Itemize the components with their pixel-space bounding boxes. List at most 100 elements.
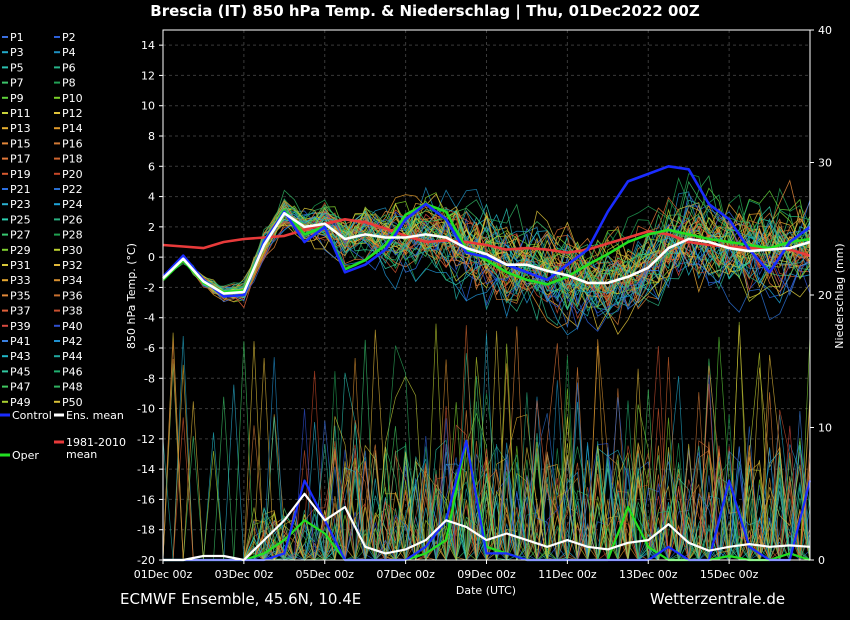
- x-tick-label: 01Dec 00z: [134, 568, 193, 581]
- y-tick-label: 4: [148, 191, 155, 204]
- y-tick-label: -16: [137, 493, 155, 506]
- legend-item-label: P36: [62, 289, 83, 302]
- legend-item-label: P27: [10, 229, 31, 242]
- legend-clim-label-2: mean: [66, 448, 97, 461]
- legend-item-label: P31: [10, 259, 31, 272]
- legend-item-label: P45: [10, 365, 31, 378]
- legend-item-label: P14: [62, 122, 83, 135]
- y-tick-label: -6: [144, 342, 155, 355]
- ensemble-member-temp-line: [162, 207, 811, 299]
- legend-item-label: P8: [62, 77, 76, 90]
- x-tick-label: 07Dec 00z: [376, 568, 435, 581]
- legend-control-label: Control: [12, 409, 52, 422]
- x-tick-label: 11Dec 00z: [538, 568, 597, 581]
- legend-item-label: P29: [10, 244, 31, 257]
- legend-item-label: P19: [10, 168, 31, 181]
- footer-source: ECMWF Ensemble, 45.6N, 10.4E: [120, 590, 362, 608]
- legend-item-label: P40: [62, 320, 83, 333]
- legend-item-label: P48: [62, 381, 83, 394]
- axes: 14121086420-2-4-6-8-10-12-14-16-18-20403…: [134, 24, 832, 581]
- y-right-tick-label: 40: [818, 24, 832, 37]
- legend-oper-label: Oper: [12, 449, 39, 462]
- y-tick-label: -18: [137, 524, 155, 537]
- legend-item-label: P2: [62, 31, 76, 44]
- y-tick-label: 14: [141, 39, 155, 52]
- y-tick-label: -20: [137, 554, 155, 567]
- legend-item-label: P25: [10, 213, 31, 226]
- y-tick-label: 2: [148, 221, 155, 234]
- legend-item-label: P7: [10, 77, 24, 90]
- legend-item-label: P12: [62, 107, 83, 120]
- legend-item-label: P21: [10, 183, 31, 196]
- legend-item-label: P34: [62, 274, 83, 287]
- legend-item-label: P43: [10, 350, 31, 363]
- x-tick-label: 15Dec 00z: [700, 568, 759, 581]
- legend-item-label: P23: [10, 198, 31, 211]
- y-tick-label: -2: [144, 281, 155, 294]
- y-tick-label: -14: [137, 463, 155, 476]
- x-axis-label: Date (UTC): [456, 584, 516, 597]
- legend-item-label: P49: [10, 396, 31, 409]
- legend-item-label: P32: [62, 259, 83, 272]
- x-tick-label: 05Dec 00z: [295, 568, 354, 581]
- legend-item-label: P28: [62, 229, 83, 242]
- legend-item-label: P18: [62, 153, 83, 166]
- legend-mean-label: Ens. mean: [66, 409, 124, 422]
- legend-item-label: P44: [62, 350, 83, 363]
- y-tick-label: 0: [148, 251, 155, 264]
- chart-title: Brescia (IT) 850 hPa Temp. & Niederschla…: [150, 2, 700, 20]
- legend-item-label: P10: [62, 92, 83, 105]
- legend: P1 P2 P3 P4 P5 P6 P7 P8 P9 P10 P11 P12 P13 P14 P15 P16 P…: [0, 31, 126, 462]
- y-tick-label: -8: [144, 372, 155, 385]
- y-tick-label: -4: [144, 312, 155, 325]
- ensemble-member-temp-line: [162, 175, 811, 294]
- legend-item-label: P5: [10, 61, 24, 74]
- legend-item-label: P16: [62, 137, 83, 150]
- y-tick-label: -12: [137, 433, 155, 446]
- y-right-tick-label: 0: [818, 554, 825, 567]
- legend-item-label: P22: [62, 183, 83, 196]
- legend-item-label: P26: [62, 213, 83, 226]
- legend-item-label: P30: [62, 244, 83, 257]
- mean-precip-line: [163, 492, 811, 562]
- y-tick-label: 8: [148, 130, 155, 143]
- legend-item-label: P41: [10, 335, 31, 348]
- legend-item-label: P1: [10, 31, 24, 44]
- legend-item-label: P13: [10, 122, 31, 135]
- legend-item-label: P35: [10, 289, 31, 302]
- legend-item-label: P24: [62, 198, 83, 211]
- legend-item-label: P47: [10, 381, 31, 394]
- x-tick-label: 09Dec 00z: [457, 568, 516, 581]
- x-tick-label: 13Dec 00z: [619, 568, 678, 581]
- legend-item-label: P20: [62, 168, 83, 181]
- legend-item-label: P17: [10, 153, 31, 166]
- legend-item-label: P39: [10, 320, 31, 333]
- legend-item-label: P37: [10, 305, 31, 318]
- footer-site: Wetterzentrale.de: [650, 590, 786, 608]
- legend-item-label: P11: [10, 107, 31, 120]
- legend-item-label: P38: [62, 305, 83, 318]
- y-tick-label: 12: [141, 69, 155, 82]
- ensemble-member-precip-line: [163, 425, 810, 561]
- y-axis-right-label: Niederschlag (mm): [833, 243, 846, 348]
- ensemble-member-temp-line: [162, 211, 811, 331]
- x-tick-label: 03Dec 00z: [215, 568, 274, 581]
- legend-item-label: P50: [62, 396, 83, 409]
- legend-item-label: P4: [62, 46, 76, 59]
- legend-item-label: P42: [62, 335, 83, 348]
- y-right-tick-label: 30: [818, 157, 832, 170]
- y-axis-label: 850 hPa Temp. (°C): [125, 243, 138, 349]
- mean-temp-line: [162, 211, 811, 295]
- control-temp-line: [162, 165, 811, 298]
- legend-clim-label: 1981-2010: [66, 436, 126, 449]
- legend-item-label: P9: [10, 92, 24, 105]
- legend-item-label: P3: [10, 46, 24, 59]
- y-tick-label: 6: [148, 160, 155, 173]
- y-tick-label: -10: [137, 403, 155, 416]
- legend-item-label: P33: [10, 274, 31, 287]
- ensemble-member-temp-line: [162, 221, 811, 336]
- y-right-tick-label: 20: [818, 289, 832, 302]
- y-right-tick-label: 10: [818, 422, 832, 435]
- ensemble-member-temp-line: [162, 217, 811, 309]
